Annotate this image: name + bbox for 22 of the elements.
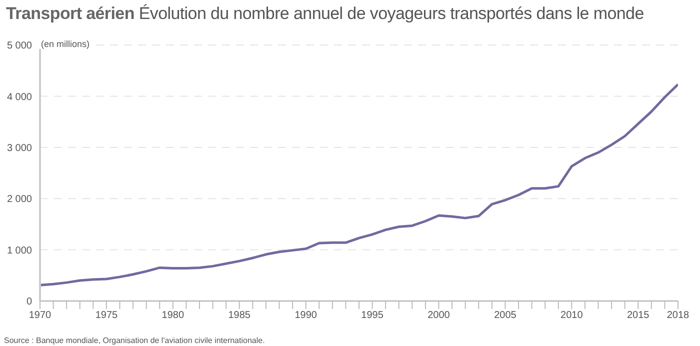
chart-subtitle: Évolution du nombre annuel de voyageurs transportés dans le monde [138, 4, 644, 23]
y-tick-label: 3 000 [6, 142, 32, 154]
x-tick-label: 1980 [162, 310, 184, 322]
x-tick-label: 2010 [560, 310, 584, 322]
x-tick-label: 2005 [494, 310, 517, 322]
source-note: Source : Banque mondiale, Organisation de l'aviation civile internationale. [4, 336, 265, 345]
x-tick-label: 1985 [228, 310, 251, 322]
y-tick-label: 4 000 [6, 92, 32, 103]
x-tick-label: 2018 [666, 310, 690, 322]
y-tick-label: 0 [26, 296, 32, 308]
x-tick-label: 1990 [294, 310, 318, 322]
y-tick-label: 5 000 [6, 40, 32, 52]
line-series [40, 83, 678, 286]
chart-title: Transport aérien [6, 4, 134, 23]
x-tick-label: 2000 [428, 310, 450, 322]
x-tick-label: 2015 [627, 310, 650, 322]
x-tick-label: 1970 [28, 310, 52, 322]
y-axis-title: (en millions) [38, 39, 93, 49]
y-tick-label: 2 000 [6, 194, 32, 206]
x-tick-label: 1975 [95, 310, 118, 322]
y-tick-label: 1 000 [6, 245, 32, 256]
x-tick-label: 1995 [361, 310, 384, 322]
